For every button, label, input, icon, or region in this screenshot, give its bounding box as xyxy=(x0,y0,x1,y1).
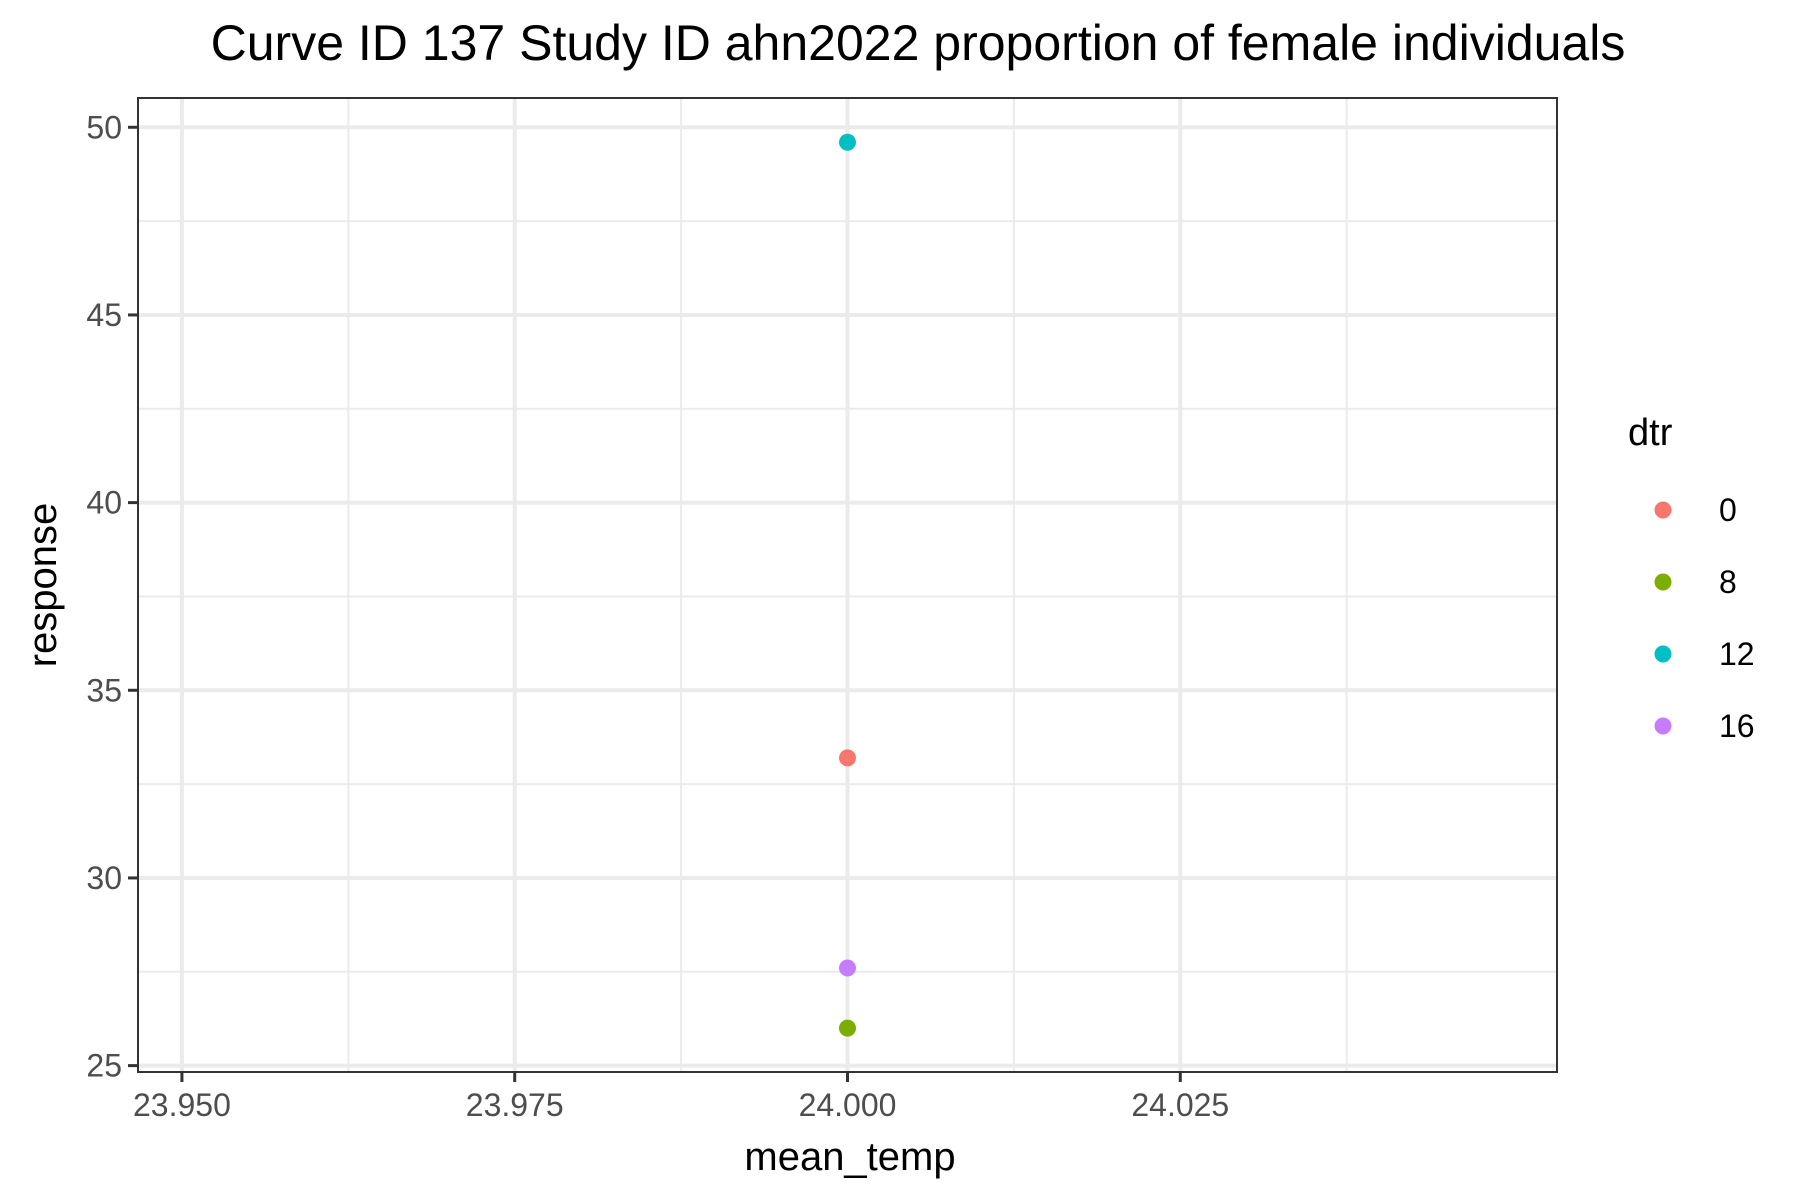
legend-key-8 xyxy=(1654,573,1672,591)
x-axis: 23.950 23.975 24.000 24.025 xyxy=(133,1072,1229,1123)
x-tick-label: 24.025 xyxy=(1131,1087,1229,1123)
data-point-dtr-8 xyxy=(839,1019,856,1037)
legend-label: 12 xyxy=(1719,636,1755,672)
legend-key-16 xyxy=(1654,717,1672,735)
y-axis-title: response xyxy=(21,503,65,668)
chart-title: Curve ID 137 Study ID ahn2022 proportion… xyxy=(211,15,1626,71)
legend-key-12 xyxy=(1654,645,1672,663)
x-axis-title: mean_temp xyxy=(744,1135,955,1179)
y-tick-label: 35 xyxy=(86,672,122,708)
legend-items: 0 8 12 16 xyxy=(1654,492,1755,744)
y-tick-label: 40 xyxy=(86,485,122,521)
y-tick-label: 30 xyxy=(86,860,122,896)
y-tick-label: 45 xyxy=(86,297,122,333)
data-point-dtr-12 xyxy=(839,133,856,151)
legend-label: 8 xyxy=(1719,564,1737,600)
y-tick-label: 50 xyxy=(86,109,122,145)
x-tick-label: 24.000 xyxy=(799,1087,897,1123)
x-tick-label: 23.975 xyxy=(466,1087,564,1123)
grid xyxy=(138,98,1557,1072)
data-point-dtr-0 xyxy=(839,749,856,767)
y-tick-label: 25 xyxy=(86,1048,122,1084)
legend: dtr 0 8 12 16 xyxy=(1628,412,1755,744)
legend-title: dtr xyxy=(1628,412,1673,454)
legend-label: 16 xyxy=(1719,708,1755,744)
x-tick-label: 23.950 xyxy=(133,1087,231,1123)
y-axis: 25 30 35 40 45 50 xyxy=(86,109,138,1084)
data-points xyxy=(839,133,856,1037)
legend-label: 0 xyxy=(1719,492,1737,528)
legend-key-0 xyxy=(1654,501,1672,519)
data-point-dtr-16 xyxy=(839,959,856,977)
